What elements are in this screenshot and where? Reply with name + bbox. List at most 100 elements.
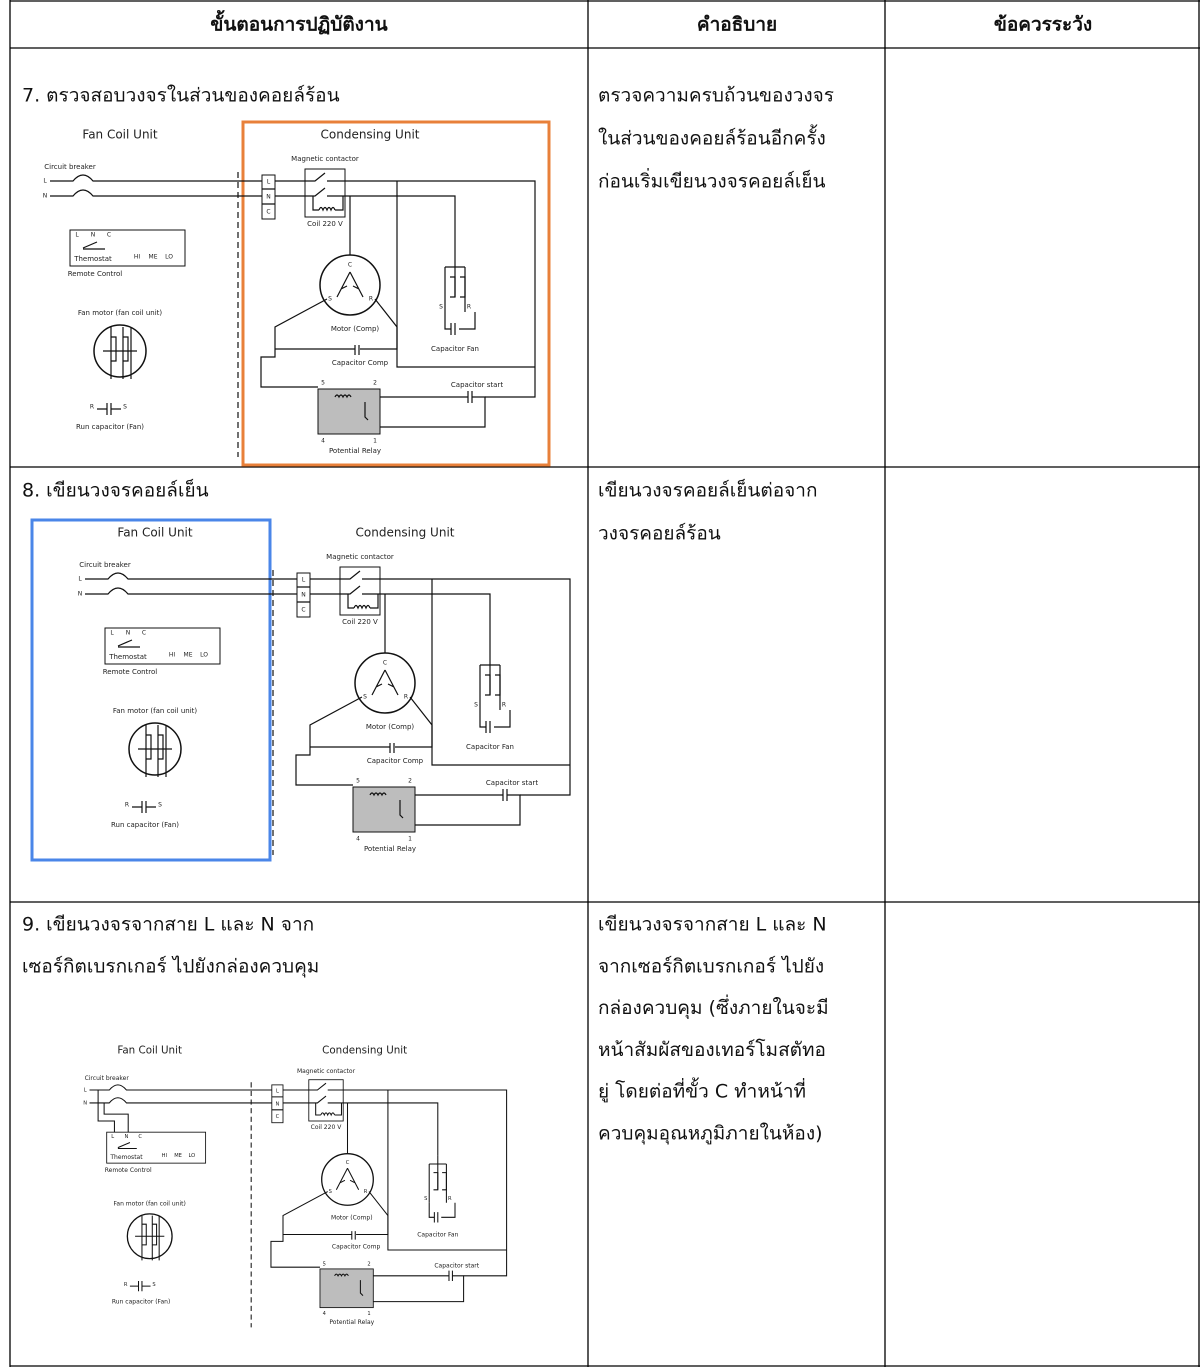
wire <box>450 276 466 298</box>
diagram-label: ME <box>149 254 158 261</box>
diagram-label: 5 <box>321 380 325 387</box>
diagram-label: N <box>275 1101 279 1107</box>
diagram-label: Fan motor (fan coil unit) <box>113 1201 185 1208</box>
wire <box>129 1280 151 1292</box>
column-header: คำอธิบาย <box>697 14 777 36</box>
description-text: เขียนวงจรคอยล์เย็นต่อจาก <box>598 478 817 502</box>
diagram-label: C <box>107 232 111 239</box>
wire <box>334 394 369 421</box>
diagram-label: C <box>383 660 387 667</box>
wire <box>50 174 262 182</box>
fan-motor <box>128 722 182 776</box>
diagram-label: 4 <box>321 438 325 445</box>
diagram-label: S <box>152 1282 155 1288</box>
wire <box>347 594 379 609</box>
wire <box>111 336 129 362</box>
fan-motor <box>93 324 147 378</box>
wire <box>89 1084 272 1091</box>
diagram-label: Themostat <box>108 653 147 661</box>
wire <box>97 403 121 415</box>
diagram-label: S <box>424 1196 427 1202</box>
diagram-label: HI <box>169 652 176 659</box>
diagram-label: Remote Control <box>105 1167 152 1174</box>
description-text: จากเซอร์กิตเบรกเกอร์ ไปยัง <box>598 955 824 977</box>
diagram-label: C <box>138 1134 142 1140</box>
description-text: ตรวจความครบถ้วนของวงจร <box>598 85 834 107</box>
wire <box>336 271 364 298</box>
diagram-label: Potential Relay <box>329 447 381 455</box>
wire <box>353 604 371 610</box>
wire <box>312 196 344 211</box>
potential-relay <box>319 1268 374 1309</box>
diagram-label: Motor (Comp) <box>331 325 380 333</box>
diagram-label: L <box>276 1088 279 1094</box>
wire <box>295 696 363 786</box>
diagram-label: 5 <box>323 1261 326 1267</box>
wire <box>89 1097 272 1104</box>
wire <box>275 172 536 398</box>
diagram-label: R <box>125 802 129 809</box>
highlight-box <box>30 518 272 862</box>
wire <box>334 1273 364 1296</box>
diagram-label: S <box>158 802 162 809</box>
wire <box>433 1172 447 1191</box>
diagram-label: Capacitor start <box>451 381 503 389</box>
diagram-label: N <box>301 592 306 599</box>
diagram-label: Themostat <box>109 1154 143 1161</box>
diagram-label: Fan Coil Unit <box>117 526 193 540</box>
diagram-label: Fan Coil Unit <box>82 128 158 142</box>
diagram-label: ME <box>174 1153 182 1159</box>
diagram-label: S <box>123 404 127 411</box>
diagram-label: R <box>467 304 471 311</box>
diagram-label: R <box>364 1189 368 1195</box>
diagram-label: N <box>78 591 83 598</box>
diagram-label: Condensing Unit <box>356 526 455 540</box>
diagram-label: R <box>448 1196 452 1202</box>
wire <box>354 345 360 355</box>
compressor-motor <box>321 1153 374 1206</box>
wire <box>310 570 571 796</box>
diagram-label: S <box>329 1189 332 1195</box>
diagram-label: Circuit breaker <box>44 163 96 171</box>
diagram-label: Capacitor Fan <box>466 743 514 751</box>
diagram-label: LO <box>188 1153 195 1159</box>
wire <box>373 1270 465 1303</box>
wire <box>103 327 137 379</box>
description-text: เขียนวงจรจากสาย L และ N <box>598 914 827 936</box>
wire <box>132 801 156 813</box>
diagram-label: L <box>43 178 47 185</box>
diagram-label: C <box>276 1114 280 1120</box>
wire <box>297 586 310 603</box>
wire <box>138 725 172 777</box>
wire <box>260 298 328 388</box>
wire <box>479 710 511 733</box>
fan-motor <box>126 1213 173 1260</box>
wire <box>396 181 535 368</box>
description-text: ในส่วนของคอยล์ร้อนอีกครั้ง <box>598 125 826 150</box>
diagram-label: Condensing Unit <box>321 128 420 142</box>
diagram-label: L <box>302 577 306 584</box>
diagram-label: N <box>43 193 48 200</box>
description-text: ควบคุมอุณหภูมิภายในห้อง) <box>598 1123 823 1146</box>
diagram-label: Remote Control <box>68 270 123 278</box>
diagram-label: 1 <box>373 438 377 445</box>
diagram-label: L <box>110 630 114 637</box>
diagram-label: Remote Control <box>103 668 158 676</box>
diagram-label: Coil 220 V <box>311 1124 343 1131</box>
diagram-label: L <box>267 179 271 186</box>
diagram-label: S <box>363 694 367 701</box>
diagram-label: R <box>90 404 94 411</box>
diagram-label: Motor (Comp) <box>366 723 415 731</box>
wire <box>431 579 570 766</box>
diagram-label: S <box>474 702 478 709</box>
wire <box>428 1202 456 1223</box>
wire <box>103 1102 129 1133</box>
terminal-block <box>271 1084 284 1124</box>
diagram-label: Themostat <box>73 255 112 263</box>
wire <box>444 312 476 335</box>
wire <box>50 189 262 197</box>
diagram-label: 5 <box>356 778 360 785</box>
diagram-label: 1 <box>408 836 412 843</box>
column-header: ข้อควรระวัง <box>994 14 1092 36</box>
